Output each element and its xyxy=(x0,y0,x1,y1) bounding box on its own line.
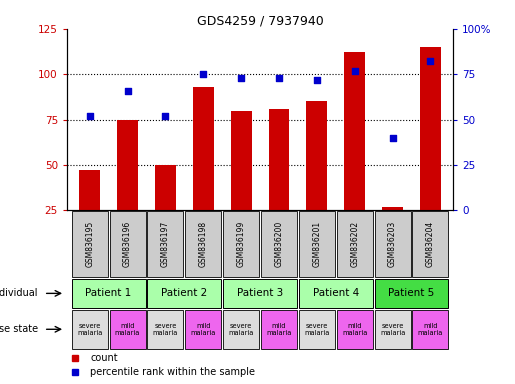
FancyBboxPatch shape xyxy=(223,310,259,349)
FancyBboxPatch shape xyxy=(413,310,449,349)
FancyBboxPatch shape xyxy=(72,279,146,308)
FancyBboxPatch shape xyxy=(110,211,146,277)
Text: Patient 4: Patient 4 xyxy=(313,288,359,298)
FancyBboxPatch shape xyxy=(147,211,183,277)
Text: mild
malaria: mild malaria xyxy=(418,323,443,336)
FancyBboxPatch shape xyxy=(147,279,221,308)
FancyBboxPatch shape xyxy=(185,310,221,349)
Bar xyxy=(193,87,214,210)
Point xyxy=(161,113,169,119)
FancyBboxPatch shape xyxy=(147,310,183,349)
FancyBboxPatch shape xyxy=(72,310,108,349)
Bar xyxy=(117,120,138,210)
Text: GSM836204: GSM836204 xyxy=(426,221,435,267)
Text: disease state: disease state xyxy=(0,324,38,334)
FancyBboxPatch shape xyxy=(413,211,449,277)
Point xyxy=(313,76,321,83)
Text: mild
malaria: mild malaria xyxy=(342,323,367,336)
FancyBboxPatch shape xyxy=(223,211,259,277)
Text: severe
malaria: severe malaria xyxy=(304,323,330,336)
Text: Patient 1: Patient 1 xyxy=(85,288,132,298)
FancyBboxPatch shape xyxy=(223,279,297,308)
Point xyxy=(237,75,245,81)
Text: mild
malaria: mild malaria xyxy=(191,323,216,336)
FancyBboxPatch shape xyxy=(110,310,146,349)
Text: GSM836198: GSM836198 xyxy=(199,221,208,267)
Text: percentile rank within the sample: percentile rank within the sample xyxy=(90,367,255,377)
Text: severe
malaria: severe malaria xyxy=(229,323,254,336)
Text: GSM836203: GSM836203 xyxy=(388,221,397,267)
Text: severe
malaria: severe malaria xyxy=(77,323,102,336)
FancyBboxPatch shape xyxy=(185,211,221,277)
FancyBboxPatch shape xyxy=(337,211,373,277)
FancyBboxPatch shape xyxy=(299,310,335,349)
FancyBboxPatch shape xyxy=(299,211,335,277)
Text: mild
malaria: mild malaria xyxy=(266,323,291,336)
Text: Patient 5: Patient 5 xyxy=(388,288,435,298)
Text: severe
malaria: severe malaria xyxy=(380,323,405,336)
Text: mild
malaria: mild malaria xyxy=(115,323,140,336)
Bar xyxy=(269,109,289,210)
Bar xyxy=(306,101,328,210)
FancyBboxPatch shape xyxy=(374,211,410,277)
Text: Patient 2: Patient 2 xyxy=(161,288,208,298)
Bar xyxy=(79,170,100,210)
Point xyxy=(124,88,132,94)
Bar xyxy=(231,111,251,210)
FancyBboxPatch shape xyxy=(261,211,297,277)
Bar xyxy=(155,165,176,210)
Text: severe
malaria: severe malaria xyxy=(153,323,178,336)
Text: GSM836199: GSM836199 xyxy=(236,221,246,267)
Point xyxy=(426,58,435,65)
FancyBboxPatch shape xyxy=(299,279,373,308)
Text: GSM836202: GSM836202 xyxy=(350,221,359,267)
Text: individual: individual xyxy=(0,288,38,298)
Text: GSM836195: GSM836195 xyxy=(85,221,94,267)
Bar xyxy=(382,207,403,210)
Bar xyxy=(345,52,365,210)
Text: count: count xyxy=(90,353,118,363)
FancyBboxPatch shape xyxy=(374,310,410,349)
Text: GSM836200: GSM836200 xyxy=(274,221,284,267)
Text: GSM836201: GSM836201 xyxy=(313,221,321,267)
Point xyxy=(351,68,359,74)
FancyBboxPatch shape xyxy=(374,279,449,308)
Text: Patient 3: Patient 3 xyxy=(237,288,283,298)
FancyBboxPatch shape xyxy=(72,211,108,277)
Text: GSM836197: GSM836197 xyxy=(161,221,170,267)
Point xyxy=(388,135,397,141)
Point xyxy=(85,113,94,119)
Title: GDS4259 / 7937940: GDS4259 / 7937940 xyxy=(197,15,323,28)
FancyBboxPatch shape xyxy=(261,310,297,349)
Point xyxy=(275,75,283,81)
Text: GSM836196: GSM836196 xyxy=(123,221,132,267)
Point xyxy=(199,71,208,77)
FancyBboxPatch shape xyxy=(337,310,373,349)
Bar xyxy=(420,47,441,210)
